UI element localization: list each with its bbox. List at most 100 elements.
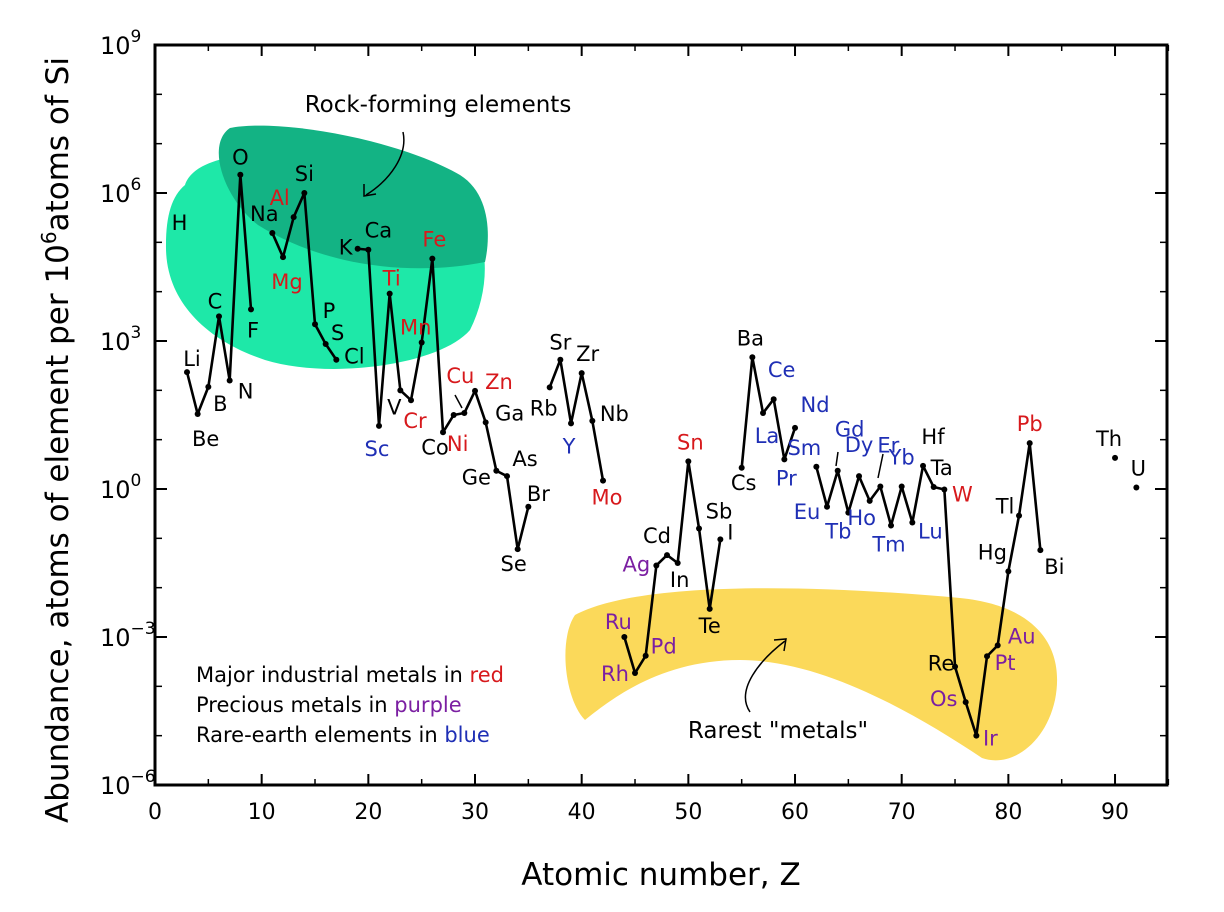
region-rarest-metals [565,588,1058,761]
y-tick-label: 106 [100,175,141,208]
data-point-sb [696,525,703,532]
series-line-segment [623,460,722,675]
data-point-tl [1016,512,1023,519]
data-point-p [312,321,319,328]
element-label-b: B [213,392,227,416]
data-point-ag [653,562,660,569]
element-label-sr: Sr [549,331,571,355]
element-label-n: N [238,379,254,403]
data-point-bi [1037,547,1044,554]
data-point-ta [930,484,937,491]
x-tick-label: 80 [994,800,1022,825]
element-label-ba: Ba [737,326,764,350]
legend-line-industrial: Major industrial metals in red [196,663,504,687]
data-point-rh [632,670,639,677]
element-label-tm: Tm [871,533,905,557]
element-label-co: Co [421,435,449,459]
rarest-metals-arrowhead [773,638,787,652]
element-label-nb: Nb [600,402,629,426]
element-label-u: U [1131,457,1146,481]
data-point-y [568,420,575,427]
data-point-te [706,605,713,612]
element-label-te: Te [698,614,721,638]
element-label-al: Al [270,186,290,210]
data-point-al [290,214,297,221]
data-point-er [877,483,884,490]
data-point-mg [280,254,287,261]
element-label-pb: Pb [1017,412,1043,436]
data-point-ir [973,732,980,739]
element-label-zr: Zr [576,342,599,366]
x-tick-label: 30 [461,800,489,825]
rock-forming-dark-blob [218,125,488,269]
rarest-metals-label: Rarest "metals" [688,718,868,744]
legend-industrial-prefix: Major industrial metals in [196,663,470,687]
data-point-nb [589,417,596,424]
element-label-os: Os [930,687,957,711]
element-label-zn: Zn [485,370,513,394]
element-label-s: S [331,321,344,345]
element-label-tl: Tl [995,495,1015,519]
element-label-cl: Cl [344,345,365,369]
data-point-v [397,387,404,394]
y-axis-title-prefix: Abundance, atoms of element per 10 [40,244,76,823]
rock-forming-label: Rock-forming elements [305,92,572,118]
legend-precious-word: purple [394,693,461,717]
rock-forming-arrow [365,131,405,196]
element-label-sb: Sb [706,499,733,523]
x-tick-label: 60 [781,800,809,825]
data-point-s [322,340,329,347]
x-tick-label: 0 [148,800,162,825]
element-label-mg: Mg [271,270,302,294]
data-point-be [194,411,201,418]
element-label-bi: Bi [1044,555,1064,579]
data-point-w [941,486,948,493]
data-point-cd [664,552,671,559]
data-point-ba [749,354,756,361]
data-point-ce [770,396,777,403]
element-label-ta: Ta [930,456,953,480]
x-tick-label: 90 [1101,800,1129,825]
element-label-pd: Pd [651,635,677,659]
element-label-mo: Mo [592,486,623,510]
data-point-b [205,383,212,390]
x-axis-title: Atomic number, Z [521,857,800,893]
data-point-sm [813,463,820,470]
leader-gd [835,451,839,467]
element-label-pt: Pt [995,651,1016,675]
data-point-la [760,410,767,417]
leader-ni [454,394,463,409]
x-tick-label: 10 [248,800,276,825]
data-point-sc [376,422,383,429]
element-label-mn: Mn [400,315,431,339]
element-label-lu: Lu [918,520,943,544]
rarest-metals-arrow [744,640,786,713]
label-leaders [454,394,884,479]
rarest-metals-blob [565,588,1058,761]
data-point-li [184,369,191,376]
color-legend: Major industrial metals in red Precious … [196,663,504,747]
x-tick-label: 70 [888,800,916,825]
x-tick-labels: 0 10 20 30 40 50 60 70 80 90 [148,800,1129,825]
legend-rare-earth-word: blue [444,723,489,747]
data-point-gd [834,467,841,474]
y-axis-title-suffix: atoms of Si [40,57,76,231]
y-tick-labels: 109 106 103 100 10−3 10−6 [100,27,156,800]
element-label-ge: Ge [462,466,491,490]
data-point-as [504,473,511,480]
legend-precious-prefix: Precious metals in [196,693,394,717]
data-point-ge [493,467,500,474]
data-point-lu [909,519,916,526]
y-tick-label: 10−6 [100,767,156,800]
data-point-nd [792,424,799,431]
data-point-ni [450,412,457,418]
element-label-cd: Cd [643,524,671,548]
axis-ticks [154,44,1170,786]
element-label-sn: Sn [677,430,704,454]
element-label-o: O [232,146,249,170]
data-point-ti [386,290,393,297]
data-point-sr [557,356,564,363]
series-points [184,171,1140,739]
y-axis-title: Abundance, atoms of element per 106atoms… [37,57,76,823]
